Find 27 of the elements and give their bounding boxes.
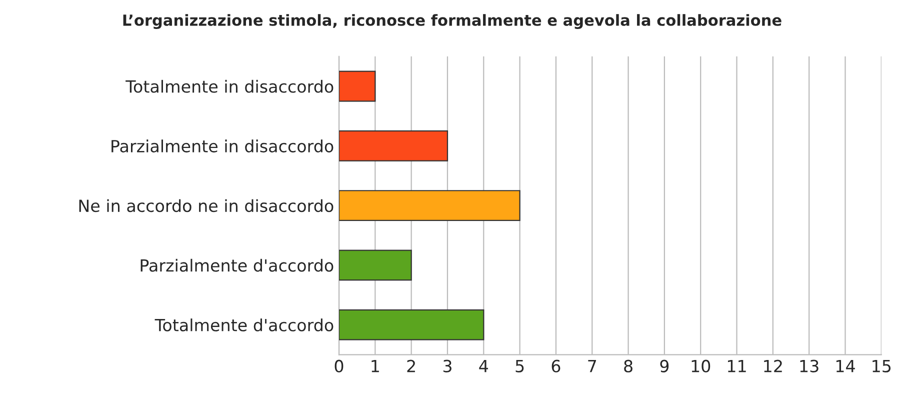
bar <box>339 190 520 221</box>
x-tick-label: 5 <box>516 360 524 372</box>
x-tick-label: 15 <box>872 360 891 372</box>
chart-title: L’organizzazione stimola, riconosce formalmente e agevola la collaborazione <box>123 14 782 30</box>
bar <box>339 130 448 162</box>
x-tick-label: 3 <box>443 360 452 372</box>
x-tick-label: 7 <box>588 360 596 372</box>
x-tick-label: 2 <box>407 360 415 372</box>
x-tick-label: 8 <box>624 360 632 372</box>
y-tick-label: Totalmente in disaccordo <box>126 80 334 93</box>
bar <box>339 309 484 340</box>
x-tick-label: 4 <box>479 360 488 372</box>
bar <box>339 70 376 102</box>
x-tick-label: 11 <box>728 360 746 372</box>
y-tick-label: Parzialmente d'accordo <box>140 258 334 272</box>
y-tick-label: Ne in accordo ne in disaccordo <box>79 199 334 212</box>
x-tick-label: 12 <box>764 360 782 372</box>
x-tick-label: 9 <box>660 360 669 372</box>
y-tick-label: Parzialmente in disaccordo <box>112 140 334 152</box>
x-tick-label: 10 <box>692 360 710 372</box>
x-tick-label: 14 <box>836 360 855 372</box>
x-tick-label: 0 <box>334 360 344 372</box>
x-tick-label: 1 <box>372 360 379 372</box>
x-tick-label: 6 <box>552 360 560 372</box>
y-tick-label: Totalmente d'accordo <box>154 318 334 332</box>
bar <box>339 250 412 281</box>
x-tick-label: 13 <box>800 360 818 372</box>
